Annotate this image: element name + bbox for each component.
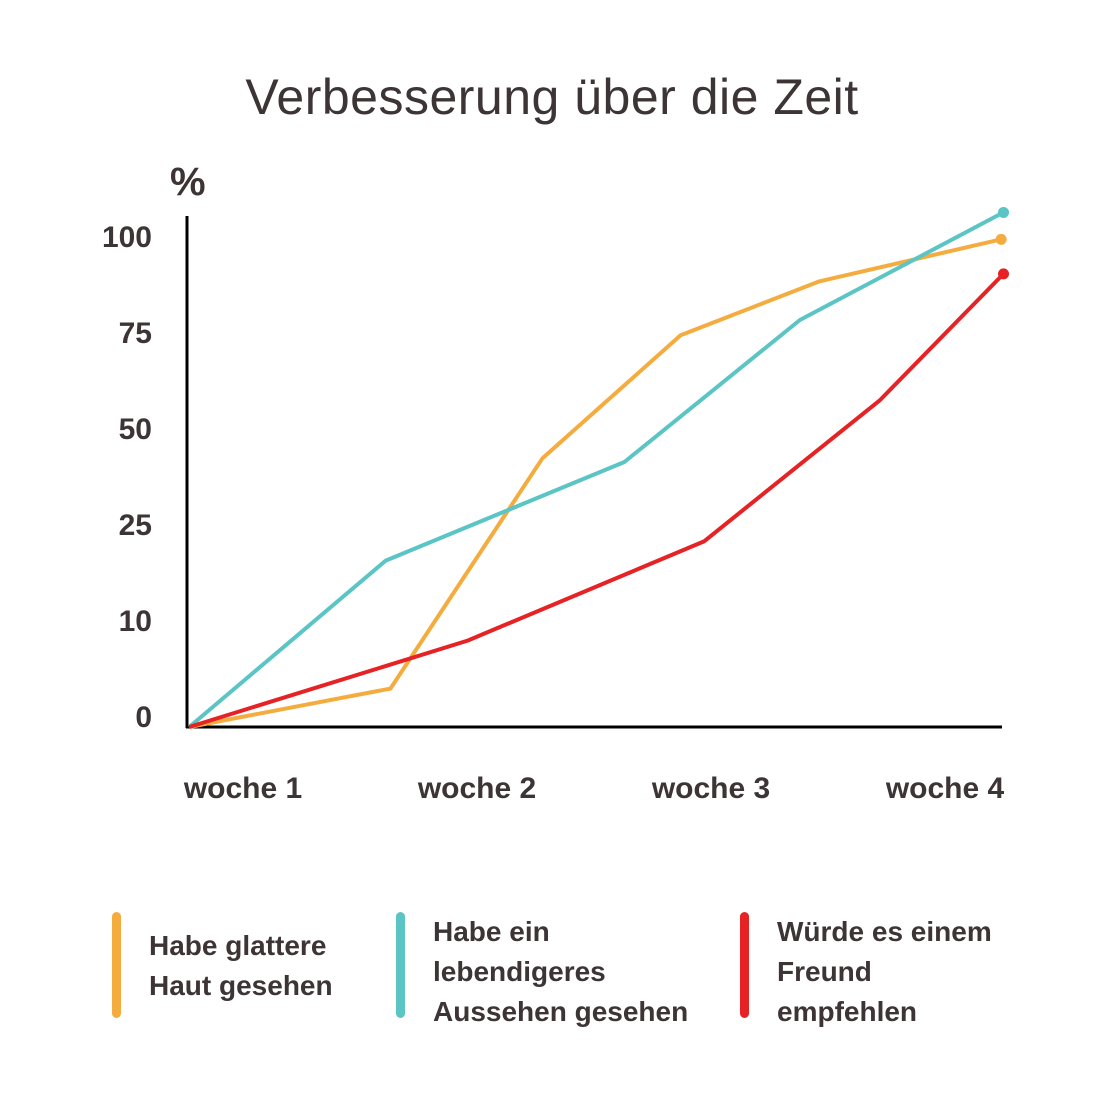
series-line-3	[188, 272, 1005, 729]
series-end-point	[998, 268, 1009, 280]
series-line-1	[188, 237, 1002, 729]
line-chart: % 0 10 25 50 75 100 woche 1 woche 2 woche 3 woch…	[102, 160, 1009, 805]
x-tick-label: woche 3	[651, 772, 770, 805]
legend-swatch	[396, 912, 405, 1018]
y-tick-label: 0	[135, 701, 152, 734]
legend-item: Würde es einem Freund empfehlen	[740, 912, 992, 1032]
series-end-point	[995, 233, 1007, 245]
x-tick-label: woche 2	[417, 772, 536, 805]
legend-label: Habe glattere Haut gesehen	[149, 930, 333, 1001]
legend-label: Habe ein lebendigeres Aussehen gesehen	[433, 916, 689, 1027]
x-tick-label: woche 1	[183, 772, 302, 805]
legend-swatch	[740, 912, 749, 1018]
series-end-point	[998, 206, 1009, 218]
y-tick-label: 25	[119, 509, 152, 542]
x-tick-label: woche 4	[885, 772, 1005, 805]
y-axis-label: %	[170, 160, 206, 204]
chart-title: Verbesserung über die Zeit	[245, 69, 859, 125]
legend-item: Habe glattere Haut gesehen	[112, 912, 333, 1018]
y-tick-label: 75	[119, 317, 152, 350]
y-tick-label: 50	[119, 413, 152, 446]
legend-swatch	[112, 912, 121, 1018]
legend-label: Würde es einem Freund empfehlen	[777, 916, 992, 1027]
series-line-2	[187, 210, 1005, 729]
legend-item: Habe ein lebendigeres Aussehen gesehen	[396, 912, 688, 1032]
y-tick-label: 100	[102, 221, 152, 254]
y-tick-label: 10	[119, 605, 152, 638]
